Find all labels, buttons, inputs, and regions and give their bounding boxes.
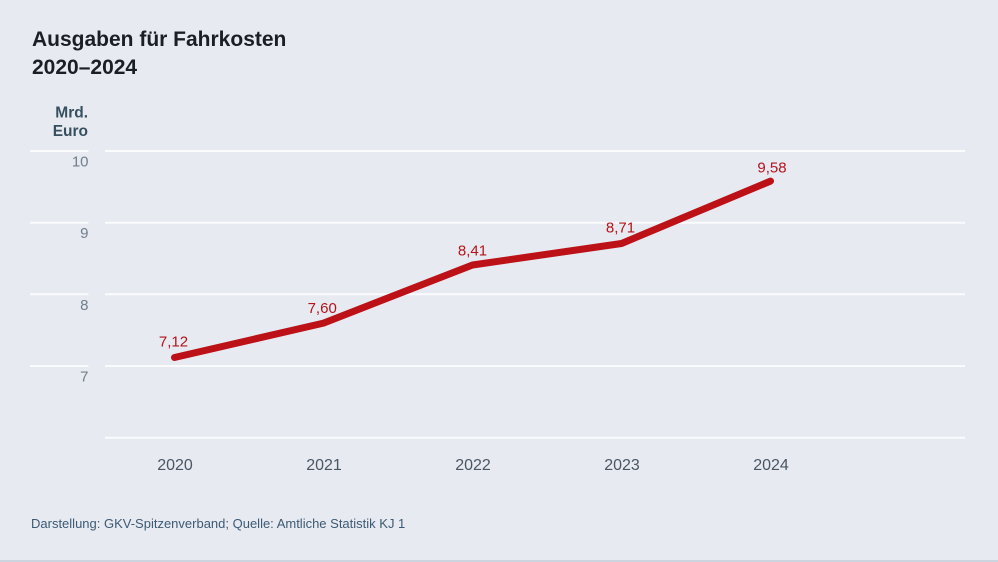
svg-text:2022: 2022	[455, 457, 491, 474]
svg-text:2021: 2021	[306, 457, 342, 474]
svg-text:7,12: 7,12	[159, 333, 188, 350]
svg-text:Darstellung: GKV-Spitzenverban: Darstellung: GKV-Spitzenverband; Quelle:…	[31, 516, 405, 531]
svg-text:2020: 2020	[157, 457, 193, 474]
svg-text:7,60: 7,60	[308, 300, 337, 317]
svg-text:8: 8	[80, 297, 88, 314]
svg-text:2023: 2023	[604, 457, 640, 474]
svg-text:Mrd.: Mrd.	[55, 105, 88, 122]
svg-text:7: 7	[80, 369, 88, 386]
svg-text:9: 9	[80, 225, 88, 242]
svg-text:2024: 2024	[753, 457, 789, 474]
svg-text:8,71: 8,71	[606, 219, 635, 236]
svg-text:Ausgaben für Fahrkosten: Ausgaben für Fahrkosten	[32, 28, 286, 51]
svg-text:9,58: 9,58	[757, 160, 786, 177]
svg-text:Euro: Euro	[53, 123, 88, 140]
svg-text:8,41: 8,41	[458, 242, 487, 259]
svg-text:10: 10	[72, 154, 89, 171]
svg-text:2020–2024: 2020–2024	[32, 56, 137, 79]
